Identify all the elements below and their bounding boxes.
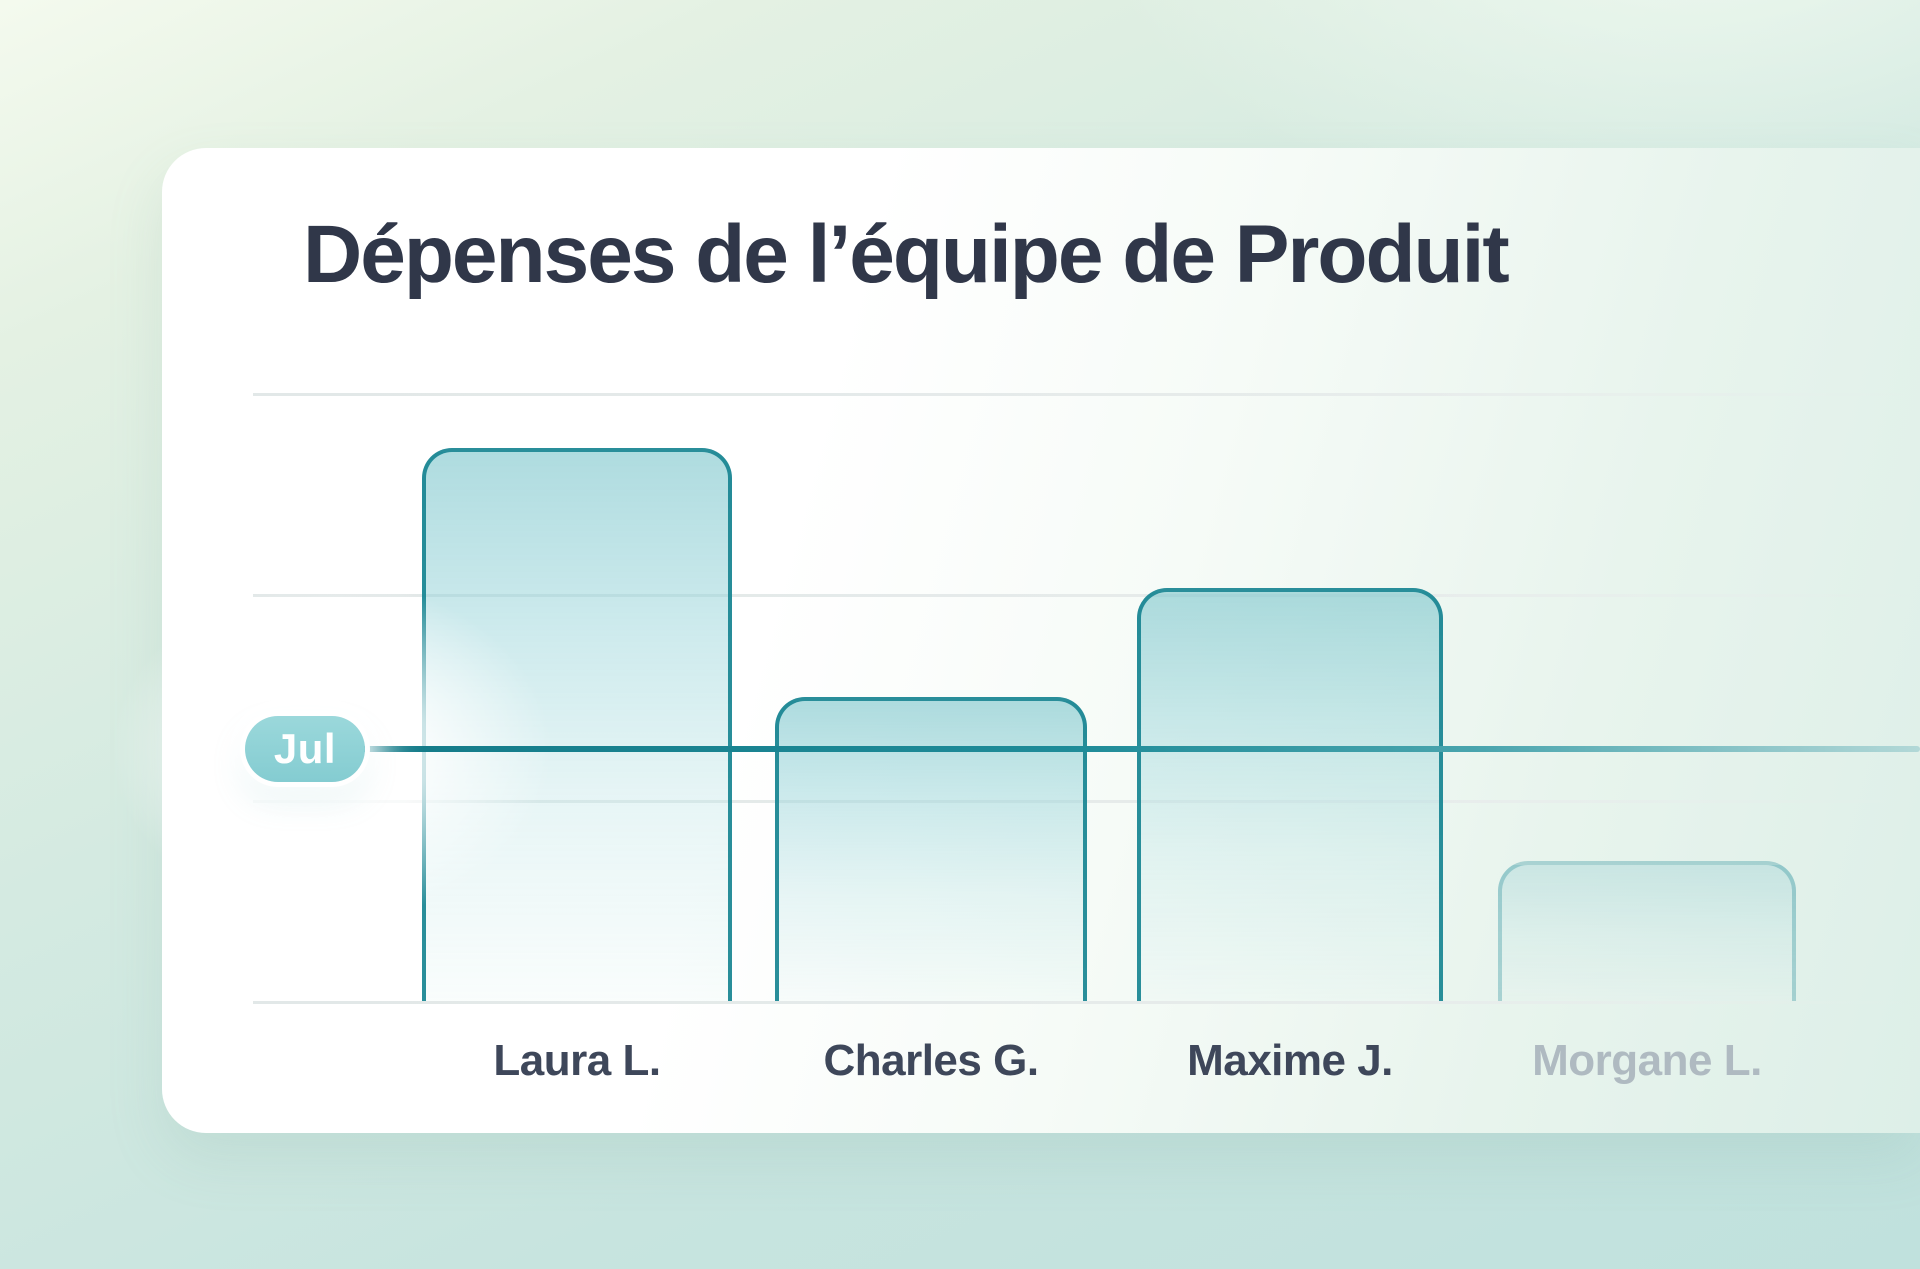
gridline — [253, 1001, 1920, 1004]
chart-card: Dépenses de l’équipe de Produit Jul Laur… — [112, 148, 1920, 1133]
category-label: Maxime J. — [1187, 1036, 1393, 1085]
chart-title: Dépenses de l’équipe de Produit — [303, 209, 1510, 300]
gridline — [253, 594, 1920, 597]
bar-4 — [1498, 861, 1796, 1001]
gridline — [253, 393, 1920, 396]
category-label: Laura L. — [493, 1036, 661, 1085]
bar-3 — [1137, 588, 1443, 1001]
category-label: Morgane L. — [1532, 1036, 1762, 1085]
month-badge: Jul — [245, 716, 365, 782]
category-label: Charles G. — [823, 1036, 1039, 1085]
bar-2 — [775, 697, 1087, 1001]
plot-area: Jul Laura L. Charles G. Maxime J. Morgane L… — [112, 148, 1920, 1133]
month-badge-label: Jul — [273, 725, 337, 772]
month-marker-line — [362, 746, 1920, 752]
